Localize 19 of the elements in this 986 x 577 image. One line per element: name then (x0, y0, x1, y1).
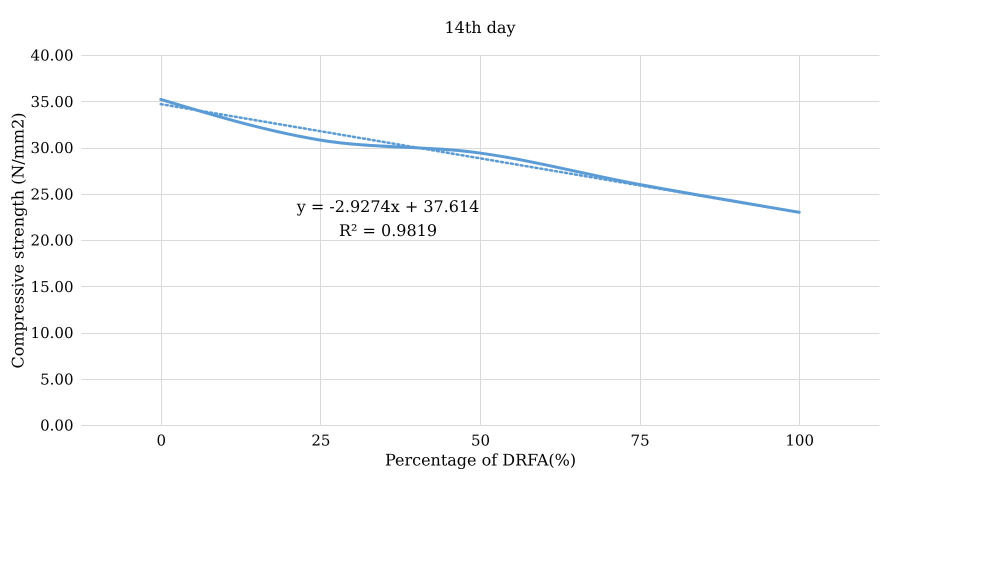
y-tick-label: 30.00 (30, 139, 74, 157)
y-tick-label: 20.00 (30, 232, 74, 250)
x-tick-label: 100 (785, 432, 814, 450)
y-tick-label: 15.00 (30, 278, 74, 296)
y-tick-label: 10.00 (30, 324, 74, 342)
x-axis-title: Percentage of DRFA(%) (384, 450, 576, 470)
y-tick-label: 35.00 (30, 92, 74, 111)
y-tick-label: 5.00 (40, 370, 74, 388)
chart-title: 14th day (444, 18, 516, 37)
x-tick-label: 0 (156, 432, 166, 450)
annotation: R² = 0.9819 (338, 221, 438, 240)
x-tick-label: 50 (470, 432, 490, 450)
y-axis-title: Compressive strength (N/mm2) (8, 112, 28, 369)
y-tick-label: 25.00 (30, 185, 74, 204)
y-tick-label: 0.00 (40, 416, 74, 434)
x-tick-label: 25 (311, 432, 330, 450)
x-tick-label: 75 (630, 432, 650, 450)
y-tick-label: 40.00 (30, 46, 74, 64)
annotation: y = -2.9274x + 37.614 (296, 197, 480, 216)
